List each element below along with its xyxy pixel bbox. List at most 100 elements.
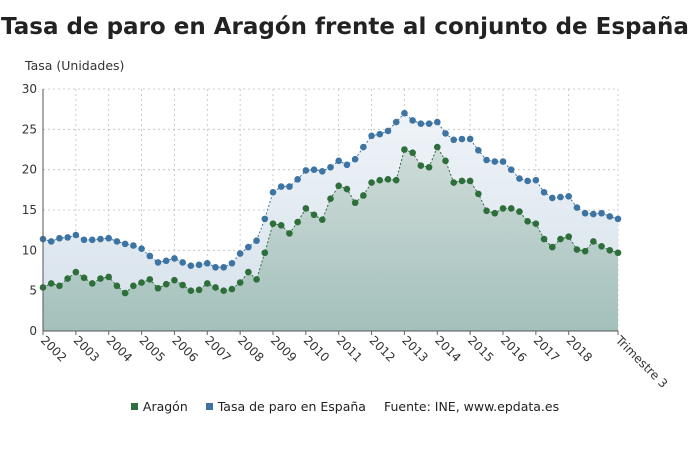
- data-point-espana[interactable]: [138, 245, 145, 253]
- data-point-aragon[interactable]: [466, 177, 474, 185]
- data-point-aragon[interactable]: [516, 208, 523, 215]
- data-point-espana[interactable]: [606, 213, 614, 220]
- data-point-espana[interactable]: [146, 252, 154, 260]
- data-point-espana[interactable]: [245, 243, 252, 251]
- data-point-aragon[interactable]: [294, 218, 301, 226]
- data-point-espana[interactable]: [614, 215, 622, 223]
- data-point-aragon[interactable]: [409, 149, 416, 157]
- data-point-espana[interactable]: [507, 166, 515, 173]
- data-point-espana[interactable]: [269, 188, 277, 196]
- data-point-aragon[interactable]: [368, 179, 375, 186]
- data-point-aragon[interactable]: [130, 282, 137, 290]
- data-point-aragon[interactable]: [187, 287, 195, 294]
- data-point-aragon[interactable]: [277, 222, 285, 229]
- data-point-aragon[interactable]: [606, 247, 614, 254]
- data-point-aragon[interactable]: [203, 280, 211, 287]
- data-point-aragon[interactable]: [212, 284, 219, 291]
- data-point-espana[interactable]: [433, 118, 441, 126]
- data-point-espana[interactable]: [162, 257, 170, 265]
- data-point-aragon[interactable]: [220, 287, 228, 294]
- data-point-espana[interactable]: [442, 130, 449, 137]
- data-point-espana[interactable]: [310, 166, 318, 173]
- data-point-espana[interactable]: [360, 143, 367, 151]
- data-point-aragon[interactable]: [351, 199, 359, 207]
- data-point-aragon[interactable]: [532, 220, 540, 228]
- legend-item-espana[interactable]: Tasa de paro en España: [205, 399, 366, 414]
- data-point-espana[interactable]: [212, 263, 219, 271]
- data-point-aragon[interactable]: [171, 276, 178, 284]
- data-point-espana[interactable]: [343, 161, 351, 169]
- data-point-espana[interactable]: [97, 235, 104, 243]
- data-point-aragon[interactable]: [245, 268, 252, 276]
- data-point-espana[interactable]: [466, 135, 474, 143]
- data-point-espana[interactable]: [195, 261, 203, 269]
- data-point-espana[interactable]: [458, 135, 466, 143]
- data-point-aragon[interactable]: [433, 143, 441, 151]
- data-point-espana[interactable]: [294, 176, 301, 183]
- data-point-aragon[interactable]: [360, 192, 367, 199]
- data-point-aragon[interactable]: [121, 289, 129, 297]
- data-point-aragon[interactable]: [302, 205, 310, 212]
- data-point-aragon[interactable]: [565, 233, 573, 240]
- data-point-espana[interactable]: [368, 132, 375, 140]
- data-point-aragon[interactable]: [442, 157, 449, 165]
- data-point-espana[interactable]: [384, 127, 392, 135]
- legend-item-aragon[interactable]: Aragón: [130, 399, 188, 414]
- data-point-aragon[interactable]: [376, 176, 384, 184]
- data-point-aragon[interactable]: [269, 220, 277, 228]
- data-point-aragon[interactable]: [524, 217, 531, 225]
- data-point-aragon[interactable]: [614, 249, 622, 257]
- data-point-aragon[interactable]: [105, 273, 113, 281]
- data-point-espana[interactable]: [220, 263, 228, 271]
- data-point-espana[interactable]: [335, 157, 343, 165]
- data-point-espana[interactable]: [491, 158, 499, 165]
- data-point-aragon[interactable]: [97, 275, 104, 282]
- data-point-aragon[interactable]: [507, 205, 515, 212]
- data-point-espana[interactable]: [450, 136, 458, 144]
- data-point-espana[interactable]: [277, 183, 285, 190]
- data-point-aragon[interactable]: [384, 176, 392, 183]
- data-point-aragon[interactable]: [590, 238, 597, 245]
- data-point-espana[interactable]: [351, 155, 359, 163]
- data-point-aragon[interactable]: [179, 281, 186, 289]
- data-point-aragon[interactable]: [450, 179, 458, 186]
- data-point-espana[interactable]: [581, 209, 589, 217]
- data-point-espana[interactable]: [236, 250, 244, 257]
- data-point-espana[interactable]: [318, 167, 326, 175]
- data-point-aragon[interactable]: [113, 282, 121, 290]
- data-point-aragon[interactable]: [491, 209, 499, 217]
- data-point-aragon[interactable]: [401, 146, 408, 153]
- data-point-espana[interactable]: [590, 210, 597, 218]
- data-point-espana[interactable]: [573, 204, 581, 211]
- data-point-espana[interactable]: [105, 234, 113, 242]
- data-point-aragon[interactable]: [261, 249, 269, 257]
- data-point-espana[interactable]: [88, 236, 96, 244]
- data-point-espana[interactable]: [56, 234, 63, 242]
- data-point-espana[interactable]: [253, 237, 260, 244]
- data-point-aragon[interactable]: [253, 276, 260, 283]
- data-point-aragon[interactable]: [483, 207, 490, 215]
- data-point-aragon[interactable]: [154, 284, 162, 292]
- data-point-aragon[interactable]: [146, 276, 154, 283]
- data-point-espana[interactable]: [483, 156, 490, 164]
- data-point-aragon[interactable]: [557, 235, 564, 243]
- data-point-aragon[interactable]: [548, 243, 556, 251]
- data-point-espana[interactable]: [425, 120, 433, 127]
- data-point-espana[interactable]: [540, 188, 548, 196]
- data-point-espana[interactable]: [516, 175, 523, 182]
- data-point-espana[interactable]: [392, 118, 400, 126]
- data-point-aragon[interactable]: [425, 163, 433, 171]
- data-point-espana[interactable]: [598, 209, 605, 217]
- data-point-aragon[interactable]: [195, 286, 203, 294]
- data-point-espana[interactable]: [565, 192, 573, 200]
- data-point-aragon[interactable]: [56, 282, 63, 290]
- data-point-aragon[interactable]: [458, 177, 466, 185]
- data-point-espana[interactable]: [171, 255, 178, 262]
- data-point-espana[interactable]: [548, 194, 556, 202]
- data-point-aragon[interactable]: [598, 243, 605, 250]
- data-point-aragon[interactable]: [72, 268, 80, 276]
- data-point-espana[interactable]: [409, 117, 416, 124]
- data-point-aragon[interactable]: [499, 205, 507, 212]
- data-point-aragon[interactable]: [581, 247, 589, 255]
- data-point-espana[interactable]: [524, 177, 531, 185]
